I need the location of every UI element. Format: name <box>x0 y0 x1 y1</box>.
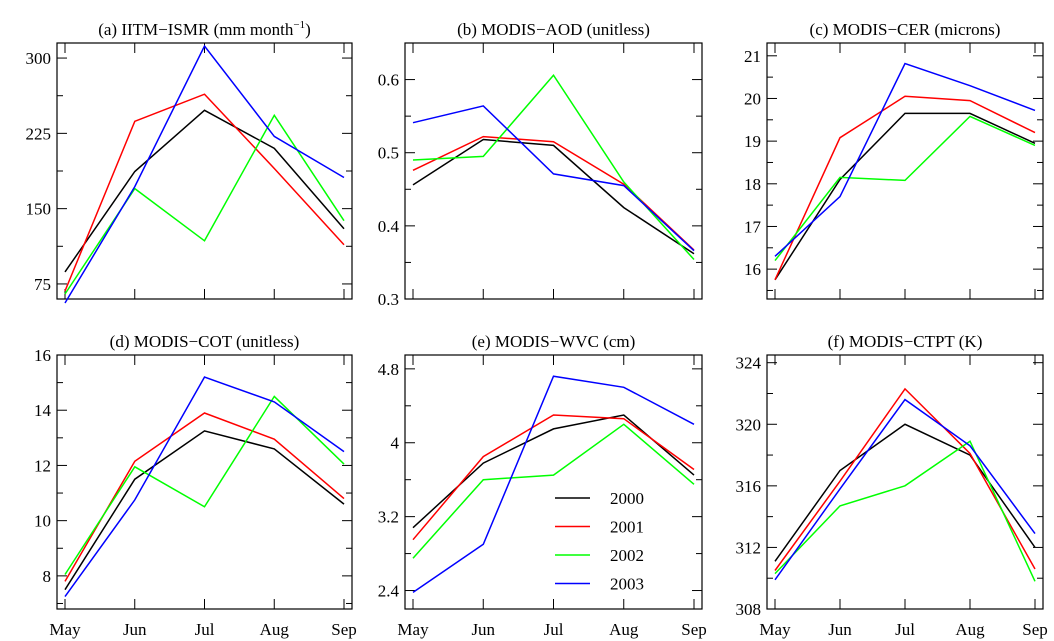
x-tick-label: Aug <box>609 620 639 639</box>
panel-title-main: (f) MODIS−CTPT (K) <box>828 332 983 351</box>
panel-4: (e) MODIS−WVC (cm) 2.4 3.2 4 4.8 May Jun Jul Aug… <box>378 332 707 639</box>
y-tick-label: 324 <box>736 354 762 373</box>
series-line-2000 <box>64 109 345 273</box>
series-line-2001 <box>774 95 1036 281</box>
x-tick-label: Aug <box>955 620 985 639</box>
series-line-2003 <box>64 44 345 304</box>
series-line-2003 <box>412 105 695 252</box>
panel-0: (a) IITM−ISMR (mm month−1) 75 150 225 300 <box>26 19 353 304</box>
x-tick-label: Sep <box>1022 620 1048 639</box>
y-tick-label: 2.4 <box>378 582 400 601</box>
y-tick-label: 312 <box>736 538 762 557</box>
x-tick-label: Jun <box>123 620 147 639</box>
x-tick-label: May <box>759 620 791 639</box>
y-tick-label: 0.3 <box>378 290 399 309</box>
x-tick-label: Jun <box>828 620 852 639</box>
legend-label-2003: 2003 <box>610 575 644 594</box>
panel-title-main: (c) MODIS−CER (microns) <box>810 20 1001 39</box>
panel-2: (c) MODIS−CER (microns) 16 17 18 19 20 21 <box>744 20 1044 300</box>
y-tick-label: 14 <box>34 401 52 420</box>
series-line-2002 <box>64 395 345 575</box>
y-tick-label: 18 <box>744 175 761 194</box>
x-tick-label: May <box>49 620 81 639</box>
panel-title: (b) MODIS−AOD (unitless) <box>457 20 650 39</box>
legend-label-2001: 2001 <box>610 518 644 537</box>
panel-title-end: ) <box>305 20 311 39</box>
series-line-2000 <box>64 430 345 591</box>
x-tick-label: Sep <box>331 620 357 639</box>
series-line-2000 <box>412 138 695 255</box>
x-tick-label: Jul <box>195 620 215 639</box>
series-line-2002 <box>412 423 695 559</box>
series-line-2003 <box>412 375 695 594</box>
panel-title-superscript: −1 <box>293 19 305 31</box>
y-tick-label: 75 <box>34 275 51 294</box>
series-line-2001 <box>412 414 695 541</box>
panel-title-main: (a) IITM−ISMR (mm month <box>98 20 294 39</box>
panel-title-main: (d) MODIS−COT (unitless) <box>110 332 300 351</box>
x-tick-label: Jun <box>471 620 495 639</box>
y-tick-label: 16 <box>34 346 51 365</box>
y-tick-label: 0.6 <box>378 71 399 90</box>
x-tick-label: Jul <box>544 620 564 639</box>
x-tick-label: Sep <box>681 620 707 639</box>
y-tick-label: 300 <box>26 49 52 68</box>
panel-1: (b) MODIS−AOD (unitless) 0.3 0.4 0.5 0.6 <box>378 20 703 309</box>
plot-frame <box>56 354 353 610</box>
x-tick-label: Aug <box>260 620 290 639</box>
panel-title: (f) MODIS−CTPT (K) <box>828 332 983 351</box>
panel-title: (e) MODIS−WVC (cm) <box>472 332 636 351</box>
series-line-2001 <box>412 135 695 251</box>
panel-title: (d) MODIS−COT (unitless) <box>110 332 300 351</box>
series-line-2003 <box>774 398 1036 581</box>
y-tick-label: 4.8 <box>378 360 399 379</box>
y-tick-label: 3.2 <box>378 508 399 527</box>
plot-frame <box>56 42 353 300</box>
y-tick-label: 316 <box>736 477 762 496</box>
plot-frame <box>766 42 1044 300</box>
panel-title: (a) IITM−ISMR (mm month−1) <box>98 19 311 39</box>
series-line-2002 <box>774 440 1036 582</box>
series-line-2002 <box>64 113 345 295</box>
y-tick-label: 0.4 <box>378 217 400 236</box>
panel-title-main: (b) MODIS−AOD (unitless) <box>457 20 650 39</box>
series-line-2001 <box>64 412 345 582</box>
y-tick-label: 17 <box>744 217 762 236</box>
series-line-2002 <box>412 73 695 261</box>
series-line-2000 <box>774 112 1036 281</box>
series-line-2003 <box>64 376 345 598</box>
legend-label-2000: 2000 <box>610 489 644 508</box>
series-line-2002 <box>774 115 1036 262</box>
y-tick-label: 4 <box>391 434 400 453</box>
panel-3: (d) MODIS−COT (unitless) 8 10 12 14 16 May Jun J… <box>34 332 357 639</box>
plot-frame <box>404 354 703 610</box>
panel-5: (f) MODIS−CTPT (K) 308 312 316 320 324 May Jun J… <box>736 332 1048 639</box>
y-tick-label: 0.5 <box>378 144 399 163</box>
y-tick-label: 19 <box>744 132 761 151</box>
y-tick-label: 308 <box>736 600 762 619</box>
y-tick-label: 21 <box>744 47 761 66</box>
panel-title-main: (e) MODIS−WVC (cm) <box>472 332 636 351</box>
y-tick-label: 20 <box>744 89 761 108</box>
plot-frame <box>766 354 1044 610</box>
legend-label-2002: 2002 <box>610 546 644 565</box>
y-tick-label: 12 <box>34 456 51 475</box>
y-tick-label: 320 <box>736 415 762 434</box>
y-tick-label: 16 <box>744 260 761 279</box>
series-line-2000 <box>774 423 1036 562</box>
y-tick-label: 8 <box>43 567 52 586</box>
y-tick-label: 225 <box>26 124 52 143</box>
y-tick-label: 150 <box>26 200 52 219</box>
legend: 2000 2001 2002 2003 <box>555 489 644 594</box>
panel-title: (c) MODIS−CER (microns) <box>810 20 1001 39</box>
x-tick-label: Jul <box>895 620 915 639</box>
series-line-2001 <box>774 387 1036 571</box>
plot-frame <box>404 42 703 300</box>
series-line-2003 <box>774 62 1036 257</box>
y-tick-label: 10 <box>34 512 51 531</box>
x-tick-label: May <box>397 620 429 639</box>
series-line-2001 <box>64 93 345 292</box>
